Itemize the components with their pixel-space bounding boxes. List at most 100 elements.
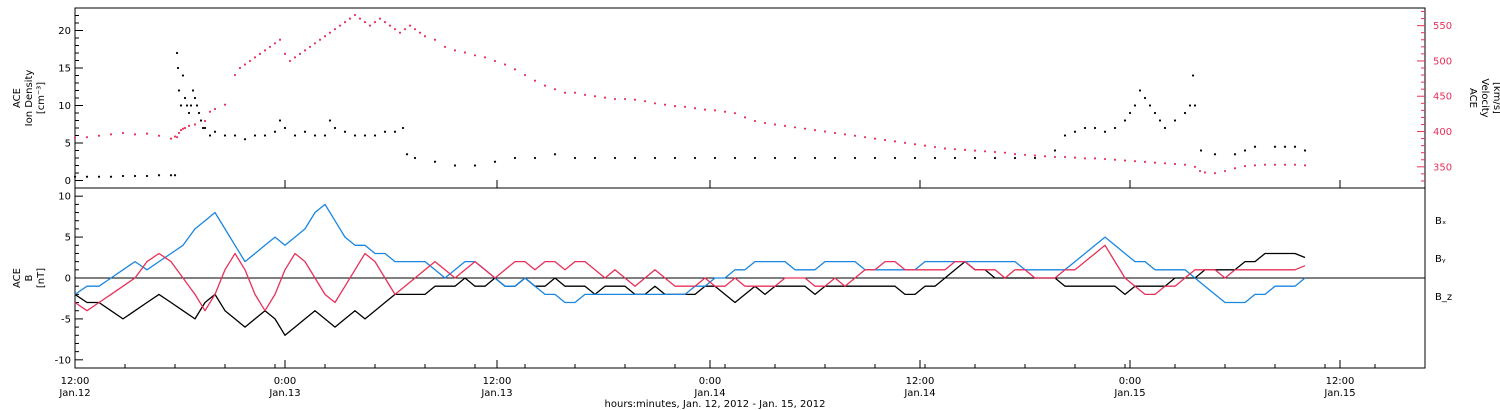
data-point-top-series-0 (187, 111, 191, 115)
data-point-top-series-1 (673, 105, 677, 108)
y-tick-label: 5 (65, 139, 71, 150)
top-right-axis-label-line1: ACE (1467, 88, 1478, 108)
data-point-top-series-0 (733, 156, 737, 160)
data-point-top-series-1 (1123, 159, 1127, 162)
data-point-top-series-0 (176, 66, 180, 70)
x-tick-label-date: Jan.15 (1323, 388, 1355, 399)
data-point-top-series-1 (1283, 163, 1287, 166)
x-tick-label-date: Jan.13 (268, 388, 300, 399)
data-point-top-series-1 (1063, 155, 1067, 159)
data-point-top-series-0 (73, 175, 77, 178)
data-point-top-series-0 (1173, 119, 1177, 122)
data-point-top-series-0 (191, 89, 195, 92)
data-point-top-series-0 (1148, 104, 1152, 107)
data-point-top-series-0 (1033, 156, 1037, 160)
x-tick-label-time: 0:00 (1119, 376, 1141, 387)
data-point-top-series-0 (1073, 130, 1077, 133)
data-point-top-series-1 (288, 59, 292, 63)
top-left-axis-label-line3: [cm⁻³] (36, 82, 47, 114)
data-point-top-series-1 (653, 102, 657, 105)
data-point-top-series-1 (1023, 153, 1027, 156)
data-point-top-series-1 (1143, 160, 1147, 163)
data-point-top-series-1 (1043, 155, 1047, 158)
data-point-top-series-0 (1133, 104, 1137, 107)
data-point-top-series-1 (1303, 164, 1307, 167)
y-tick-label: 550 (1433, 21, 1452, 32)
data-point-top-series-1 (1053, 155, 1057, 159)
data-point-top-series-0 (303, 130, 307, 133)
data-point-top-series-0 (273, 130, 277, 133)
data-point-top-series-1 (1193, 165, 1197, 168)
data-point-top-series-1 (1013, 153, 1017, 156)
data-point-top-series-1 (109, 133, 113, 136)
data-point-top-series-1 (583, 93, 587, 96)
data-point-top-series-1 (1243, 165, 1247, 168)
top-right-axis-label-line2: Velocity (1479, 78, 1490, 117)
data-point-top-series-0 (473, 164, 477, 167)
data-point-top-series-1 (683, 105, 687, 108)
data-point-top-series-0 (1013, 156, 1017, 160)
data-point-top-series-1 (1293, 163, 1297, 166)
data-point-top-series-1 (573, 91, 577, 94)
data-point-top-series-0 (1213, 153, 1217, 156)
data-point-top-series-1 (358, 17, 362, 20)
data-point-top-series-0 (323, 134, 327, 137)
data-point-top-series-0 (195, 104, 199, 107)
data-point-top-series-1 (278, 38, 282, 41)
data-point-top-series-1 (193, 123, 197, 126)
data-point-top-series-1 (553, 88, 557, 91)
data-point-top-series-0 (953, 156, 957, 160)
data-point-top-series-1 (1103, 157, 1107, 161)
data-point-top-series-1 (863, 136, 867, 139)
data-point-top-series-0 (243, 138, 247, 141)
data-point-top-series-0 (193, 96, 197, 100)
data-point-top-series-0 (173, 174, 177, 177)
data-point-top-series-1 (513, 68, 517, 71)
data-point-top-series-0 (175, 51, 179, 55)
data-point-top-series-0 (673, 156, 677, 160)
data-point-top-series-1 (298, 52, 302, 55)
data-point-top-series-1 (723, 110, 727, 113)
data-point-top-series-0 (753, 156, 757, 160)
data-point-top-series-0 (593, 156, 597, 160)
data-point-top-series-0 (813, 156, 817, 160)
data-point-top-series-0 (328, 119, 332, 122)
x-tick-label-time: 12:00 (483, 376, 512, 387)
data-point-top-series-1 (398, 31, 402, 34)
data-point-top-series-1 (393, 28, 397, 31)
data-point-top-series-1 (85, 136, 89, 139)
data-point-top-series-0 (189, 104, 193, 107)
series-line-1 (74, 203, 1306, 304)
data-point-top-series-1 (338, 24, 342, 27)
y-tick-label: 450 (1433, 92, 1452, 103)
data-point-top-series-1 (533, 79, 537, 82)
x-tick-label-time: 0:00 (274, 376, 296, 387)
data-point-top-series-1 (523, 73, 527, 77)
data-point-top-series-0 (433, 160, 437, 163)
data-point-top-series-1 (223, 103, 227, 106)
data-point-top-series-1 (953, 148, 957, 151)
data-point-top-series-1 (318, 38, 322, 41)
data-point-top-series-0 (513, 156, 517, 160)
data-point-top-series-0 (1273, 145, 1277, 148)
data-point-top-series-1 (248, 59, 252, 63)
data-point-top-series-1 (1163, 162, 1167, 165)
data-point-top-series-1 (783, 124, 787, 127)
y-tick-label: 400 (1433, 127, 1452, 138)
data-point-top-series-1 (433, 38, 437, 41)
data-point-top-series-1 (283, 52, 287, 55)
data-point-top-series-1 (493, 59, 497, 63)
bottom-left-axis-label-line3: [nT] (36, 268, 47, 288)
series-line-2 (74, 244, 1306, 312)
x-tick-label-time: 12:00 (1326, 376, 1355, 387)
legend-bz: B_z (1435, 292, 1452, 303)
x-axis: 12:00Jan.120:00Jan.1312:00Jan.130:00Jan.… (58, 180, 1376, 399)
data-point-top-series-1 (813, 129, 817, 132)
data-point-top-series-0 (713, 156, 717, 160)
top-right-axis: 350 400 450 500 550 (1417, 11, 1452, 189)
data-point-top-series-1 (693, 107, 697, 110)
data-point-top-series-1 (303, 49, 307, 52)
data-point-top-series-0 (493, 160, 497, 163)
data-point-top-series-1 (603, 96, 607, 99)
